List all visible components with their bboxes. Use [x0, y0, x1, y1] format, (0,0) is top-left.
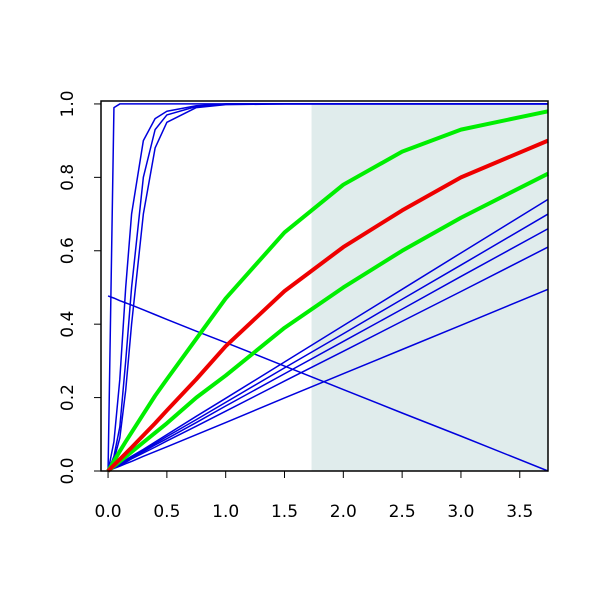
y-tick-label: 0.4: [58, 311, 78, 338]
x-tick-label: 2.5: [389, 502, 416, 522]
y-tick-label: 0.0: [58, 457, 78, 484]
x-tick-label: 3.5: [506, 502, 533, 522]
x-tick-label: 0.0: [95, 502, 122, 522]
plot-frame: [100, 100, 549, 472]
x-tick-label: 1.0: [212, 502, 239, 522]
line: [107, 103, 548, 472]
y-tick-label: 1.0: [58, 90, 78, 117]
line: [106, 138, 549, 473]
line: [106, 109, 549, 473]
line: [107, 246, 549, 472]
x-tick-label: 0.5: [153, 502, 180, 522]
shaded-region: [311, 103, 548, 471]
line: [107, 288, 549, 472]
y-tick-label: 0.2: [58, 384, 78, 411]
y-tick-label: 0.6: [58, 237, 78, 264]
x-tick-label: 3.0: [447, 502, 474, 522]
x-tick-label: 1.5: [271, 502, 298, 522]
line: [107, 295, 549, 472]
y-tick-label: 0.8: [58, 164, 78, 191]
x-tick-label: 2.0: [330, 502, 357, 522]
